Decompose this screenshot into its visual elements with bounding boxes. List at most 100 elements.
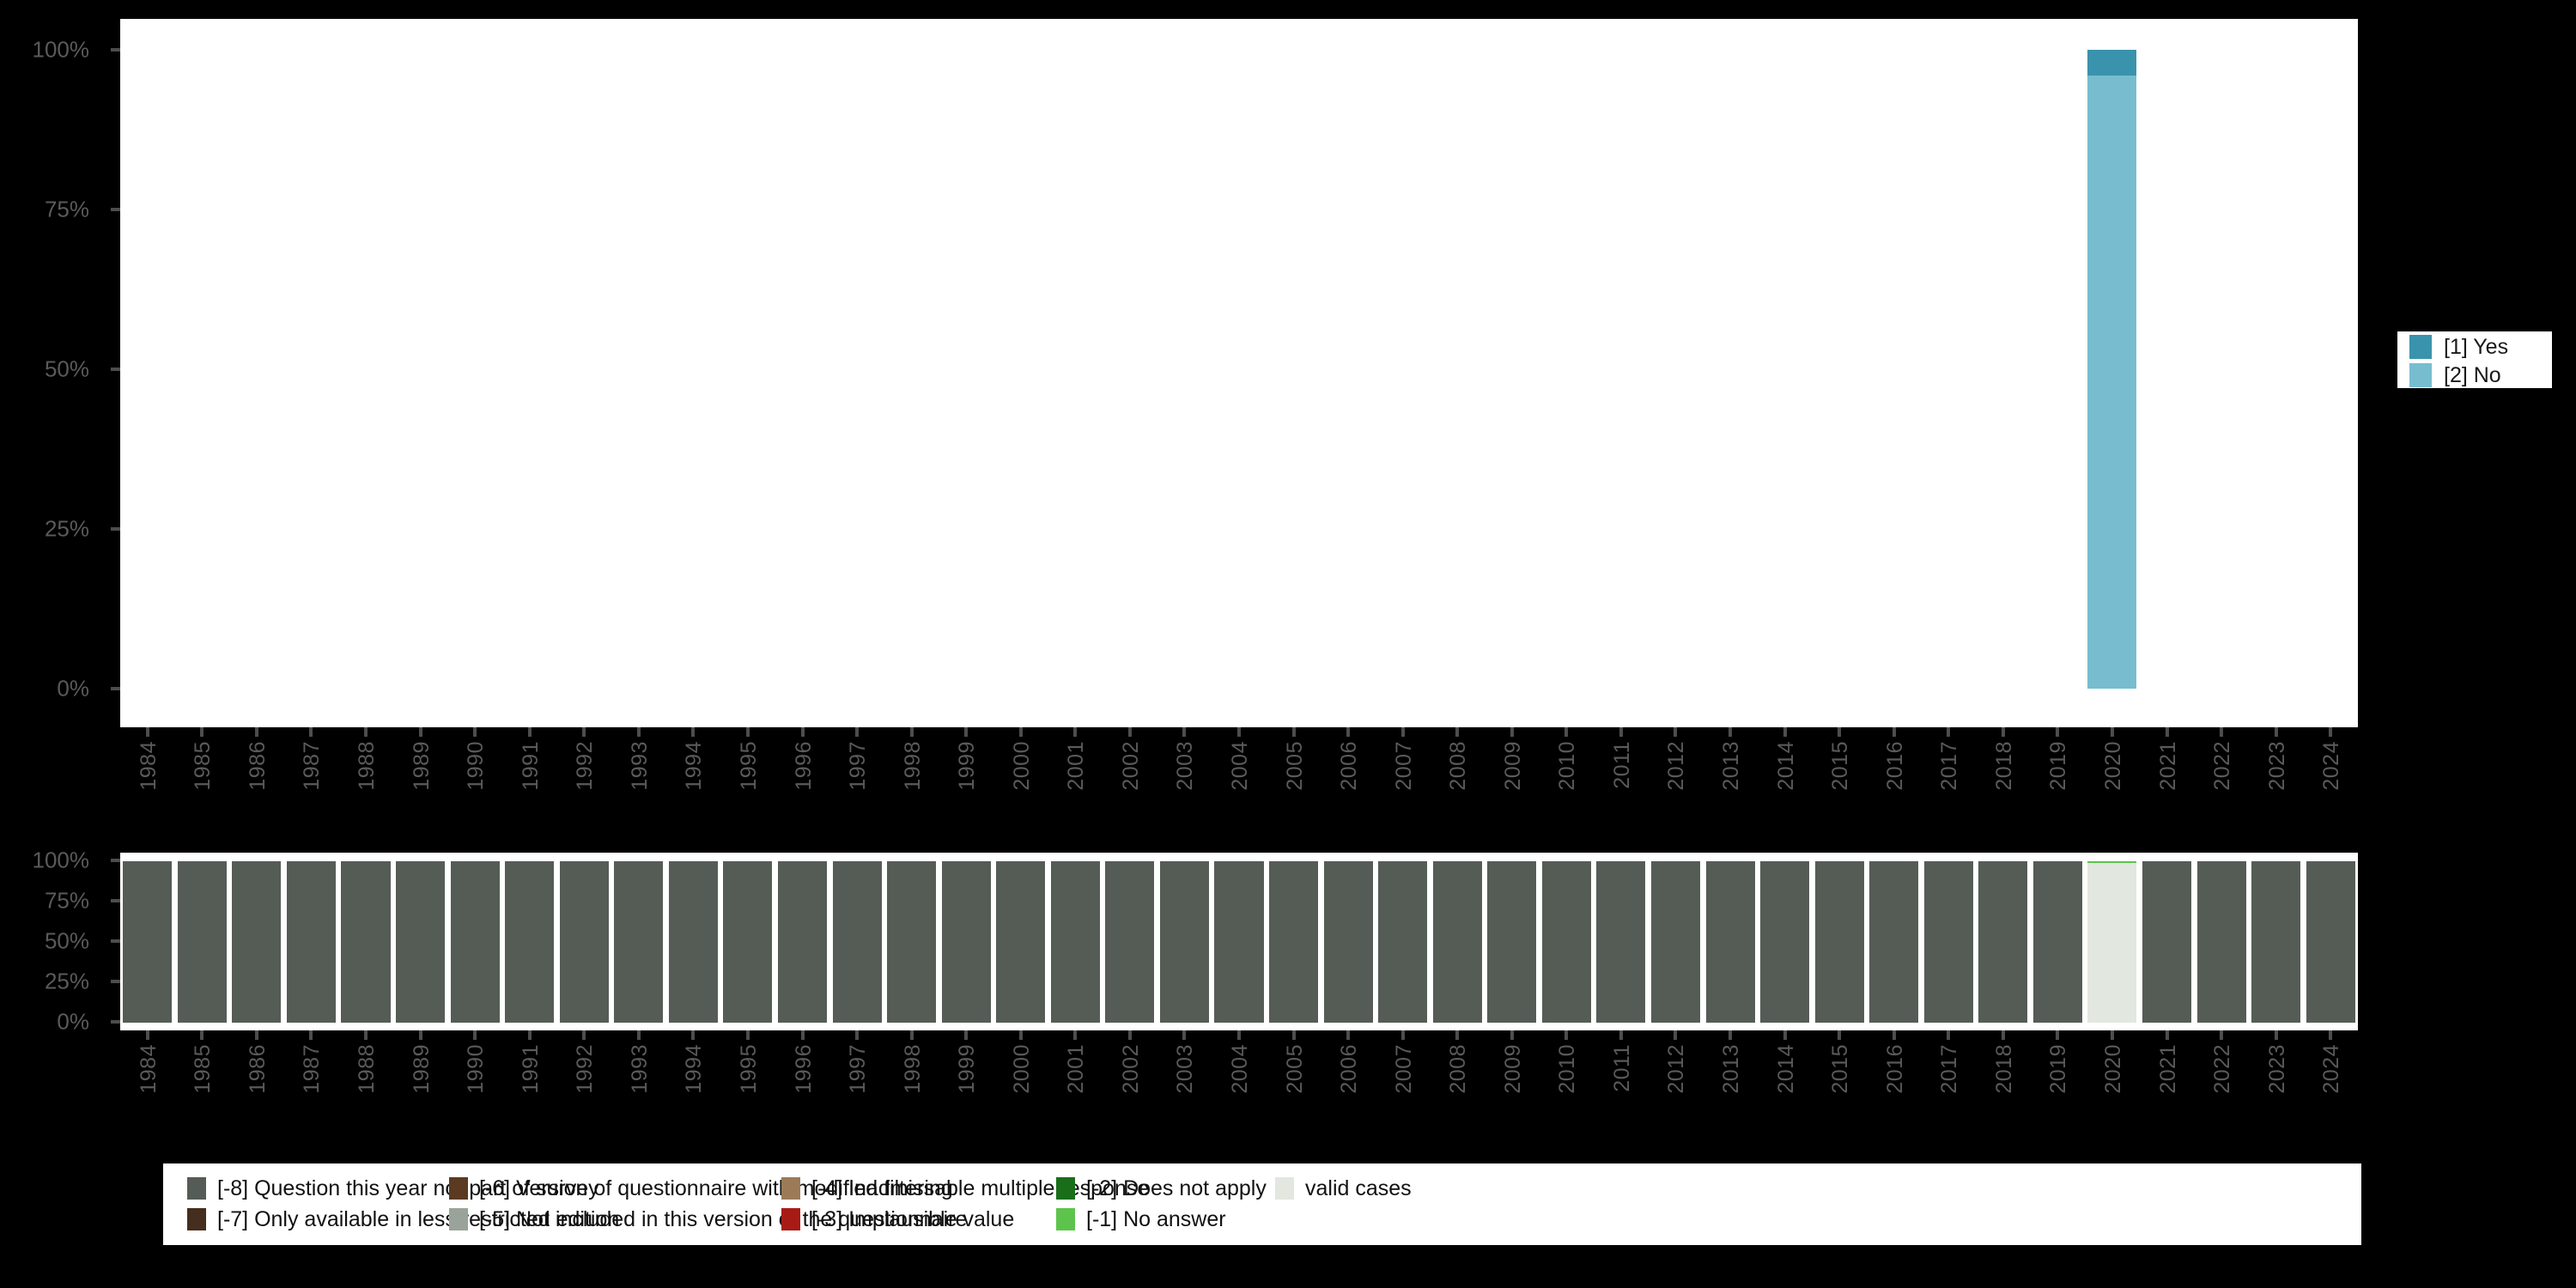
bottom-y-tick-mark	[111, 859, 120, 862]
top-y-axis: 0% 25% 50% 75% 100%	[0, 0, 120, 746]
bottom-bar-segment	[1869, 861, 1919, 1023]
bottom-x-tick-label: 2023	[2264, 1044, 2289, 1094]
top-x-tick-label: 2016	[1882, 741, 1907, 791]
series-legend-item[interactable]: [2] No	[2409, 362, 2501, 388]
top-x-tick-mark	[1510, 727, 1514, 737]
bottom-x-tick-label: 1985	[191, 1044, 216, 1094]
bottom-stacked-bar	[2142, 861, 2192, 1023]
bottom-x-tick-label: 2022	[2210, 1044, 2235, 1094]
bottom-y-tick-mark	[111, 899, 120, 902]
top-x-tick-mark	[691, 727, 696, 737]
top-x-tick-mark	[1400, 727, 1405, 737]
bottom-x-tick-mark	[1455, 1030, 1460, 1040]
bottom-x-tick-label: 1995	[736, 1044, 761, 1094]
top-x-tick-label: 2017	[1937, 741, 1962, 791]
missing-legend-swatch	[1056, 1177, 1075, 1200]
bottom-x-tick-label: 2003	[1173, 1044, 1198, 1094]
top-x-tick-mark	[1291, 727, 1296, 737]
missing-legend-swatch	[449, 1177, 468, 1200]
series-legend-swatch	[2409, 363, 2432, 387]
bottom-x-tick-label: 2014	[1773, 1044, 1798, 1094]
bottom-x-tick-mark	[309, 1030, 313, 1040]
missing-legend-item[interactable]: [-1] No answer	[1056, 1205, 1226, 1234]
bottom-bar-segment	[723, 861, 773, 1023]
top-x-tick-label: 1999	[955, 741, 980, 791]
bottom-x-tick-label: 1993	[627, 1044, 652, 1094]
series-legend-label: [1] Yes	[2444, 334, 2509, 359]
top-x-tick-label: 2009	[1500, 741, 1525, 791]
bottom-x-tick-mark	[691, 1030, 696, 1040]
bottom-x-tick-label: 2000	[1009, 1044, 1034, 1094]
bottom-x-tick-mark	[473, 1030, 477, 1040]
missing-legend-label: valid cases	[1305, 1176, 1412, 1200]
missing-legend-item[interactable]: [-6] Version of questionnaire with modif…	[449, 1174, 953, 1203]
top-x-tick-mark	[145, 727, 149, 737]
missing-legend-item[interactable]: [-3] Implausible value	[781, 1205, 1014, 1234]
bottom-x-tick-mark	[2001, 1030, 2005, 1040]
missing-legend-item[interactable]: [-5] Not included in this version of the…	[449, 1205, 967, 1234]
bottom-x-tick-mark	[1728, 1030, 1733, 1040]
bottom-stacked-bar	[1323, 861, 1373, 1023]
bottom-bar-segment	[286, 861, 336, 1023]
bottom-x-tick-label: 2005	[1282, 1044, 1307, 1094]
top-x-tick-mark	[364, 727, 368, 737]
missing-legend-item[interactable]: [-4] Inadmissable multiple response	[781, 1174, 1149, 1203]
bottom-bar-segment	[1541, 861, 1591, 1023]
top-x-tick-mark	[964, 727, 969, 737]
top-x-tick-label: 1996	[791, 741, 816, 791]
missing-legend-label: [-3] Implausible value	[811, 1206, 1015, 1231]
bottom-x-tick-mark	[855, 1030, 860, 1040]
bottom-x-tick-mark	[800, 1030, 805, 1040]
top-x-tick-label: 2012	[1664, 741, 1689, 791]
bottom-stacked-bar	[2196, 861, 2246, 1023]
bottom-stacked-bar	[559, 861, 609, 1023]
bottom-y-tick-mark	[111, 939, 120, 943]
bottom-x-tick-label: 1999	[955, 1044, 980, 1094]
missing-legend-item[interactable]: [-2] Does not apply	[1056, 1174, 1267, 1203]
top-x-tick-mark	[1947, 727, 1951, 737]
top-stacked-bar	[2087, 50, 2137, 689]
series-legend-label: [2] No	[2444, 362, 2501, 387]
missing-legend-swatch	[187, 1177, 206, 1200]
bottom-bar-segment	[1814, 861, 1864, 1023]
bottom-x-tick-mark	[1838, 1030, 1842, 1040]
missing-legend-swatch	[1275, 1177, 1294, 1200]
bottom-x-tick-mark	[527, 1030, 532, 1040]
top-x-tick-mark	[1455, 727, 1460, 737]
bottom-x-tick-mark	[200, 1030, 204, 1040]
bottom-x-tick-label: 1991	[518, 1044, 543, 1094]
bottom-bar-segment	[341, 861, 391, 1023]
bottom-stacked-bar	[1978, 861, 2028, 1023]
missing-legend-item[interactable]: [-7] Only available in less restricted e…	[187, 1205, 619, 1234]
bottom-x-tick-mark	[1947, 1030, 1951, 1040]
bottom-y-tick-label: 100%	[32, 847, 90, 873]
missing-legend-label: [-6] Version of questionnaire with modif…	[479, 1176, 953, 1200]
bottom-stacked-bar	[1105, 861, 1155, 1023]
bottom-stacked-bar	[668, 861, 718, 1023]
missing-legend-item[interactable]: valid cases	[1275, 1174, 1412, 1203]
top-x-tick-mark	[1237, 727, 1241, 737]
bottom-stacked-bar	[1432, 861, 1482, 1023]
bottom-y-axis: 0% 25% 50% 75% 100%	[0, 837, 120, 1035]
top-x-tick-mark	[200, 727, 204, 737]
bottom-x-tick-mark	[1783, 1030, 1787, 1040]
series-legend-item[interactable]: [1] Yes	[2409, 334, 2508, 360]
bottom-stacked-bar	[2251, 861, 2301, 1023]
bottom-bar-segment	[1214, 861, 1264, 1023]
bottom-x-tick-mark	[2274, 1030, 2278, 1040]
top-x-tick-label: 1987	[300, 741, 325, 791]
top-x-tick-label: 1993	[627, 741, 652, 791]
top-x-tick-label: 2014	[1773, 741, 1798, 791]
bottom-stacked-bar	[1050, 861, 1100, 1023]
bottom-bar-segment	[123, 861, 173, 1023]
bottom-x-tick-label: 1996	[791, 1044, 816, 1094]
bottom-stacked-bar	[450, 861, 500, 1023]
top-x-tick-mark	[1346, 727, 1351, 737]
top-y-tick-mark	[111, 368, 120, 371]
bottom-bar-segment	[1650, 861, 1700, 1023]
bottom-bar-segment	[1269, 861, 1319, 1023]
bottom-bar-segment	[614, 861, 664, 1023]
bottom-bar-segment	[1050, 861, 1100, 1023]
bottom-x-tick-label: 1994	[682, 1044, 707, 1094]
missing-legend-item[interactable]: [-8] Question this year not part of surv…	[187, 1174, 599, 1203]
